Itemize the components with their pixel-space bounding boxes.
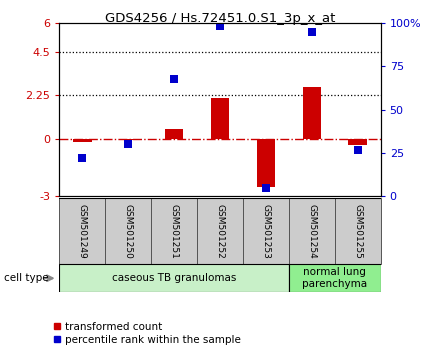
Point (308, 29, 315, 35)
Text: GSM501254: GSM501254 (307, 204, 316, 258)
Text: GSM501251: GSM501251 (169, 204, 179, 258)
Bar (165, 129, 183, 139)
Legend: transformed count, percentile rank within the sample: transformed count, percentile rank withi… (49, 317, 245, 349)
FancyBboxPatch shape (105, 198, 151, 264)
FancyBboxPatch shape (289, 198, 335, 264)
Text: GSM501249: GSM501249 (78, 204, 87, 258)
Point (216, 24, 224, 29)
Text: GDS4256 / Hs.72451.0.S1_3p_x_at: GDS4256 / Hs.72451.0.S1_3p_x_at (105, 12, 335, 25)
Bar (348, 139, 367, 145)
Point (171, 76, 178, 81)
Point (354, 147, 361, 153)
Bar (257, 139, 275, 187)
FancyBboxPatch shape (151, 198, 197, 264)
Bar (303, 87, 321, 139)
Bar (119, 139, 137, 140)
Point (262, 185, 269, 190)
FancyBboxPatch shape (197, 198, 243, 264)
Text: caseous TB granulomas: caseous TB granulomas (112, 273, 236, 283)
Text: GSM501252: GSM501252 (216, 204, 224, 258)
Text: GSM501253: GSM501253 (261, 204, 271, 258)
Bar (289, 264, 381, 292)
Bar (59, 264, 289, 292)
Text: normal lung
parenchyma: normal lung parenchyma (302, 267, 367, 289)
FancyBboxPatch shape (243, 198, 289, 264)
Text: GSM501250: GSM501250 (124, 204, 133, 258)
Text: cell type: cell type (4, 273, 49, 283)
Point (125, 142, 132, 147)
FancyBboxPatch shape (59, 198, 105, 264)
Text: GSM501255: GSM501255 (353, 204, 362, 258)
Point (79, 155, 86, 161)
FancyBboxPatch shape (335, 198, 381, 264)
Bar (211, 98, 229, 139)
Bar (73, 139, 92, 142)
